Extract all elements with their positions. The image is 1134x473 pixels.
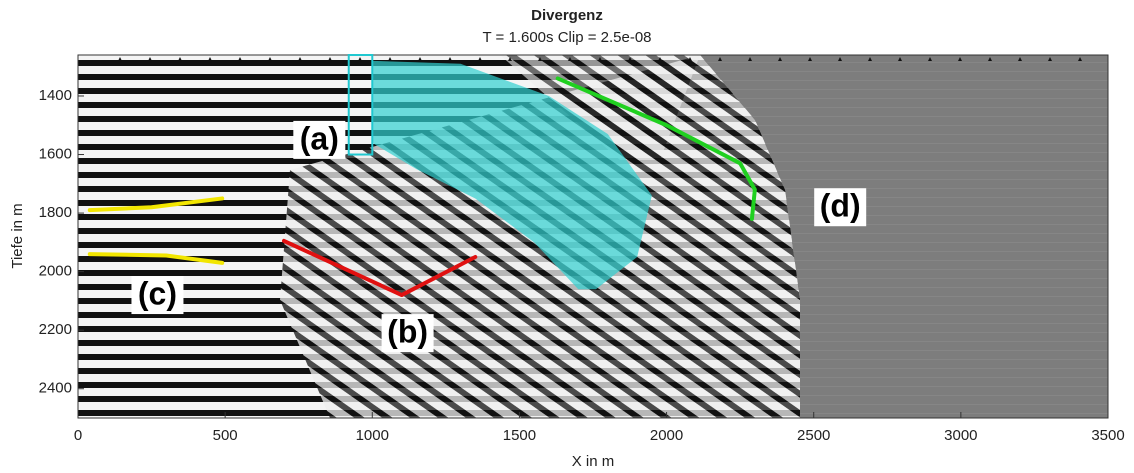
highlight-box [347, 54, 374, 156]
receiver [778, 57, 782, 61]
receiver [1078, 57, 1082, 61]
x-tick-label: 3000 [944, 427, 977, 444]
receiver [328, 57, 332, 61]
interpreted-reflector [282, 238, 478, 298]
receiver [868, 57, 872, 61]
receiver [898, 57, 902, 61]
receiver [628, 57, 632, 61]
interpreted-reflector [87, 252, 225, 265]
label-background [814, 188, 867, 227]
receiver [268, 57, 272, 61]
receiver [988, 57, 992, 61]
receiver [508, 57, 512, 61]
receiver [958, 57, 962, 61]
interpreted-reflector [555, 76, 757, 221]
x-tick-label: 0 [74, 427, 82, 444]
receiver [1048, 57, 1052, 61]
annotation-label: (d) [820, 188, 861, 224]
receiver [718, 57, 722, 61]
receiver [148, 57, 152, 61]
receiver [808, 57, 812, 61]
receiver [688, 57, 692, 61]
chart-title: Divergenz [531, 7, 603, 24]
y-tick-label: 1400 [39, 87, 72, 104]
y-tick-label: 2200 [39, 321, 72, 338]
annotation-label: (c) [138, 276, 177, 312]
x-tick-label: 1000 [356, 427, 389, 444]
receiver [568, 57, 572, 61]
receiver [838, 57, 842, 61]
plot-frame [77, 54, 1109, 419]
receiver [478, 57, 482, 61]
receiver [658, 57, 662, 61]
receiver [748, 57, 752, 61]
receiver [178, 57, 182, 61]
y-tick-label: 1800 [39, 204, 72, 221]
annotation-label: (a) [300, 120, 339, 156]
label-background [131, 276, 184, 315]
receiver [418, 57, 422, 61]
y-tick-label: 2400 [39, 380, 72, 397]
x-tick-label: 2500 [797, 427, 830, 444]
y-tick-label: 2000 [39, 263, 72, 280]
label-background [293, 120, 346, 159]
y-axis-label: Tiefe in m [9, 203, 26, 268]
receiver [388, 57, 392, 61]
x-axis-label: X in m [572, 453, 615, 470]
label-background [381, 314, 434, 353]
receiver [928, 57, 932, 61]
x-tick-label: 3500 [1091, 427, 1124, 444]
receiver [598, 57, 602, 61]
receiver [448, 57, 452, 61]
x-tick-label: 1500 [503, 427, 536, 444]
interpreted-reflector [87, 196, 225, 213]
receiver [238, 57, 242, 61]
y-tick-label: 1600 [39, 146, 72, 163]
x-tick-label: 500 [213, 427, 238, 444]
receiver [298, 57, 302, 61]
chart-subtitle: T = 1.600s Clip = 2.5e-08 [483, 29, 652, 46]
receiver [358, 57, 362, 61]
highlight-region [372, 60, 652, 290]
receiver [538, 57, 542, 61]
receiver [118, 57, 122, 61]
receiver [208, 57, 212, 61]
annotation-label: (b) [387, 314, 428, 350]
x-tick-label: 2000 [650, 427, 683, 444]
receiver [1018, 57, 1022, 61]
